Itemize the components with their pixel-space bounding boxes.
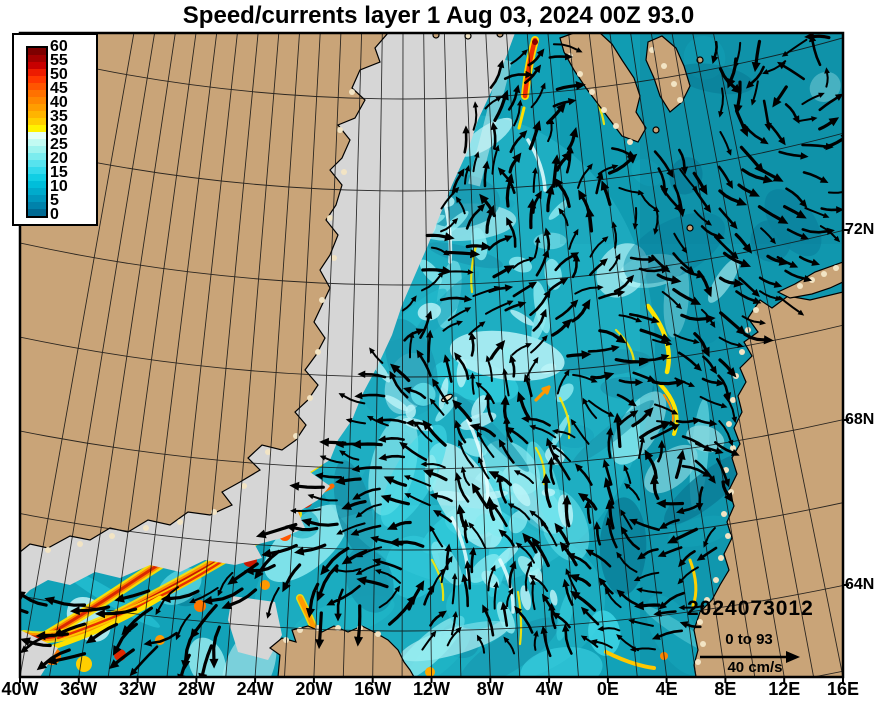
y-axis-label: 64N [845, 576, 875, 593]
colorbar-segment [28, 125, 46, 132]
colorbar-segment [28, 104, 46, 111]
colorbar-segment [28, 48, 46, 55]
colorbar-segment [28, 90, 46, 97]
colorbar-segment [28, 83, 46, 90]
colorbar-tick-label: 20 [50, 150, 68, 167]
colorbar-segment [28, 174, 46, 181]
colorbar-tick-label: 15 [50, 164, 68, 181]
x-axis-label: 8W [476, 679, 504, 699]
colorbar-tick-label: 35 [50, 108, 68, 125]
colorbar-segment [28, 62, 46, 69]
x-axis-label: 40W [1, 679, 39, 699]
colorbar-segment [28, 167, 46, 174]
colorbar-tick-label: 50 [50, 66, 68, 83]
colorbar-segment [28, 97, 46, 104]
colorbar-tick-label: 25 [50, 136, 68, 153]
colorbar [26, 46, 48, 218]
x-axis-label: 32W [119, 679, 157, 699]
land-iceland [269, 625, 415, 676]
x-axis-label: 8E [714, 679, 737, 699]
colorbar-segment [28, 202, 46, 209]
colorbar-segment [28, 111, 46, 118]
x-axis-label: 12W [412, 679, 450, 699]
scale-arrow [700, 651, 800, 663]
land-bear-island [686, 224, 694, 232]
colorbar-tick-label: 45 [50, 80, 68, 97]
orange-arrow-glyph [534, 385, 551, 402]
colorbar-tick-label: 55 [50, 52, 68, 69]
colorbar-segment [28, 132, 46, 139]
colorbar-tick-label: 10 [50, 178, 68, 195]
y-axis-label: 72N [845, 221, 875, 238]
colorbar-segment [28, 181, 46, 188]
x-axis-label: 12E [768, 679, 801, 699]
colorbar-segment [28, 195, 46, 202]
land-svalbard-a [559, 34, 647, 143]
colorbar-segment [28, 153, 46, 160]
land-greenland [21, 34, 388, 552]
current-arrows [21, 34, 842, 676]
colorbar-segment [28, 146, 46, 153]
colorbar-tick-label: 60 [50, 38, 68, 55]
x-axis-label: 24W [236, 679, 274, 699]
colorbar-segment [28, 188, 46, 195]
model-run-datestamp: 2024073012 [687, 597, 814, 620]
scale-range-label: 0 to 93 [725, 631, 773, 648]
colorbar-segment [28, 209, 46, 216]
colorbar-legend: 60 55 50 45 40 35 30 25 20 15 10 5 0 [12, 33, 98, 226]
colorbar-tick-label: 40 [50, 94, 68, 111]
x-axis-label: 36W [60, 679, 98, 699]
x-axis-label: 20W [295, 679, 333, 699]
x-axis-label: 4E [655, 679, 678, 699]
x-axis-label: 16E [826, 679, 859, 699]
colorbar-segment [28, 118, 46, 125]
x-axis-label: 16W [354, 679, 392, 699]
scale-arrowhead-icon [786, 651, 800, 663]
y-axis-label: 68N [845, 411, 875, 428]
x-axis-label: 28W [177, 679, 215, 699]
colorbar-segment [28, 69, 46, 76]
x-axis-label: 0E [596, 679, 619, 699]
colorbar-segment [28, 160, 46, 167]
coast-fringe-layer [45, 47, 839, 665]
x-axis-label: 4W [535, 679, 563, 699]
colorbar-tick-label: 0 [50, 206, 59, 223]
colorbar-segment [28, 139, 46, 146]
scale-units-label: 40 cm/s [727, 659, 783, 676]
page-title: Speed/currents layer 1 Aug 03, 2024 00Z … [182, 2, 695, 29]
colorbar-tick-label: 5 [50, 192, 59, 209]
colorbar-tick-label: 30 [50, 122, 68, 139]
axis-ticks [19, 229, 849, 683]
colorbar-segment [28, 76, 46, 83]
colorbar-segment [28, 55, 46, 62]
